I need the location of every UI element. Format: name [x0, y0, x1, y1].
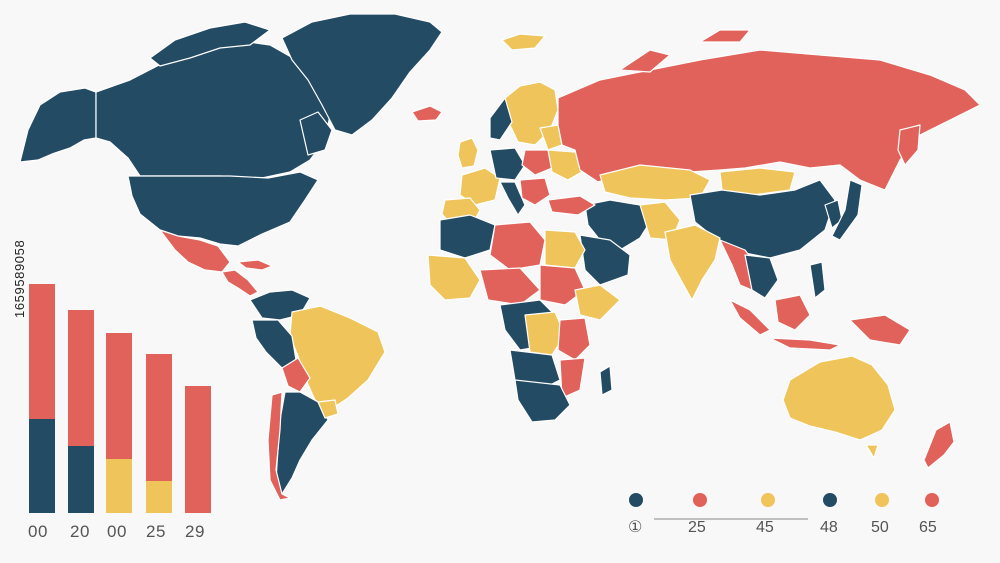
legend-dot-5	[875, 493, 889, 507]
legend-label-5: 50	[871, 519, 889, 536]
region-caribbean	[237, 259, 273, 271]
maritime-asia	[729, 261, 911, 351]
legend-label-1: ①	[628, 519, 642, 536]
region-ethiopia-somalia	[574, 284, 621, 321]
region-java	[769, 337, 841, 351]
legend-dot-1	[629, 493, 643, 507]
region-australia	[782, 355, 896, 441]
region-sumatra	[729, 299, 771, 336]
bar-2-bottom-segment	[68, 446, 94, 513]
region-iceland	[411, 105, 443, 122]
region-uk	[457, 137, 479, 169]
region-west-africa	[427, 254, 481, 301]
region-egypt-libya	[544, 229, 586, 269]
bar-chart: 00 20 00 25 29	[28, 284, 211, 541]
region-philippines	[809, 261, 826, 299]
south-america	[249, 289, 386, 501]
bar-label-1: 00	[28, 522, 48, 541]
region-north-africa-central	[489, 221, 546, 271]
bar-3-top-segment	[106, 333, 132, 459]
region-hudson-east	[299, 111, 333, 156]
region-borneo	[774, 294, 811, 331]
region-balkans	[519, 177, 551, 206]
region-sudan	[539, 264, 586, 306]
region-east-africa	[557, 317, 591, 361]
region-italy	[499, 181, 526, 216]
region-north-africa-west	[439, 214, 496, 259]
africa	[427, 214, 621, 423]
region-indochina	[744, 254, 779, 299]
region-germany	[489, 147, 526, 181]
region-bolivia	[281, 357, 311, 393]
region-japan	[831, 179, 863, 241]
region-usa	[127, 171, 319, 247]
bar-4-bottom-segment	[146, 481, 172, 513]
bar-label-3: 00	[107, 522, 127, 541]
legend-dot-4	[823, 493, 837, 507]
region-middle-east	[584, 199, 651, 251]
bar-1-bottom-segment	[29, 419, 55, 513]
legend-label-4: 48	[820, 519, 838, 536]
legend-label-2: 25	[688, 519, 706, 536]
legend-dot-6	[925, 493, 939, 507]
region-france	[459, 167, 501, 206]
asia	[547, 29, 981, 301]
region-uruguay	[317, 399, 339, 419]
legend-label-6: 65	[919, 519, 937, 536]
region-india	[664, 224, 721, 301]
legend-dot-3	[761, 493, 775, 507]
region-russia	[557, 49, 981, 191]
region-novaya-zemlya	[699, 29, 751, 43]
bar-label-2: 20	[70, 522, 90, 541]
region-mexico	[159, 229, 231, 273]
north-america	[19, 21, 333, 297]
bar-label-4: 25	[146, 522, 166, 541]
bar-1-top-segment	[29, 284, 55, 419]
region-turkey	[547, 195, 596, 216]
region-svalbard	[501, 33, 546, 51]
region-southern-africa	[514, 379, 571, 423]
region-sahel	[479, 267, 541, 306]
bar-label-5: 29	[185, 522, 205, 541]
region-kamchatka	[897, 124, 921, 166]
legend-label-3: 45	[756, 519, 774, 536]
region-greenland	[281, 13, 443, 136]
legend-dot-2	[693, 493, 707, 507]
region-chile	[267, 391, 291, 501]
region-arabia	[579, 234, 631, 286]
legend: ① 25 45 48 50 65	[628, 493, 939, 536]
region-new-zealand	[923, 421, 955, 469]
bar-5-top-segment	[185, 386, 211, 513]
region-norway	[489, 97, 513, 141]
region-ukraine	[547, 149, 586, 181]
region-alaska	[19, 87, 97, 163]
region-tasmania	[865, 444, 879, 459]
region-peru	[251, 319, 297, 369]
region-madagascar	[599, 365, 613, 396]
bar-2-top-segment	[68, 310, 94, 446]
region-canada-islands	[149, 21, 271, 67]
region-central-america	[221, 269, 259, 297]
region-brazil	[289, 305, 386, 411]
side-id-text: 1659589058	[12, 239, 27, 318]
bar-group	[29, 284, 211, 513]
region-poland	[521, 149, 553, 176]
region-new-guinea	[849, 314, 911, 346]
region-mozambique	[559, 357, 586, 399]
bar-4-top-segment	[146, 354, 172, 481]
bar-3-bottom-segment	[106, 459, 132, 513]
region-russia-arctic-islands	[619, 49, 671, 73]
